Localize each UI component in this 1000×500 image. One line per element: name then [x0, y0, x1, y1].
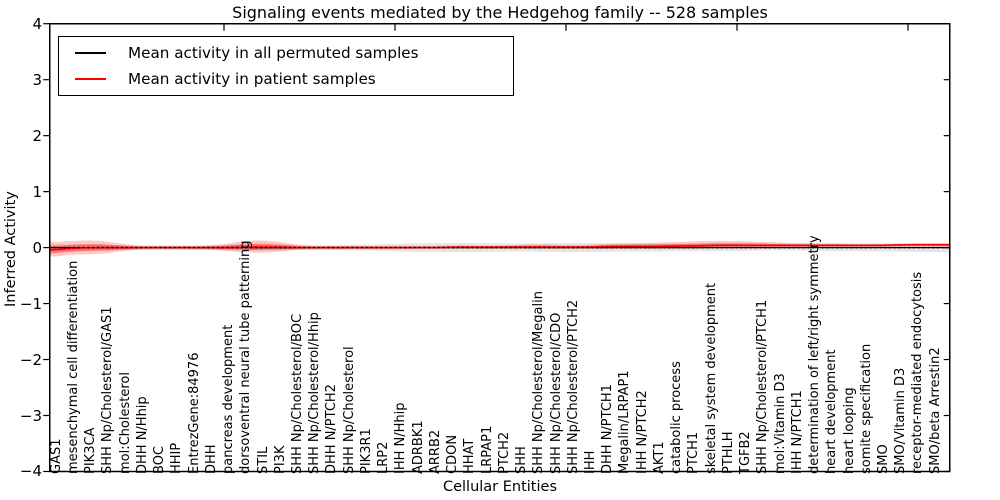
legend-entry-patient: Mean activity in patient samples — [75, 70, 513, 88]
legend-entry-permuted: Mean activity in all permuted samples — [75, 44, 513, 62]
y-tick-label: −2 — [19, 350, 42, 369]
patient-line-swatch — [75, 78, 106, 80]
legend-box: Mean activity in all permuted samples Me… — [58, 36, 514, 96]
legend-label-patient: Mean activity in patient samples — [128, 70, 376, 88]
chart-title: Signaling events mediated by the Hedgeho… — [232, 3, 768, 22]
y-tick-label: 4 — [32, 14, 42, 33]
y-tick-label: 2 — [32, 126, 42, 145]
y-tick-label: −1 — [19, 294, 42, 313]
y-tick-label: 1 — [32, 182, 42, 201]
y-tick-label: 0 — [32, 238, 42, 257]
legend-label-permuted: Mean activity in all permuted samples — [128, 44, 419, 62]
y-tick-label: −4 — [19, 462, 42, 481]
y-tick-label: −3 — [19, 406, 42, 425]
x-axis-label: Cellular Entities — [442, 479, 558, 495]
y-tick-label: 3 — [32, 70, 42, 89]
permuted-line-swatch — [75, 52, 106, 54]
